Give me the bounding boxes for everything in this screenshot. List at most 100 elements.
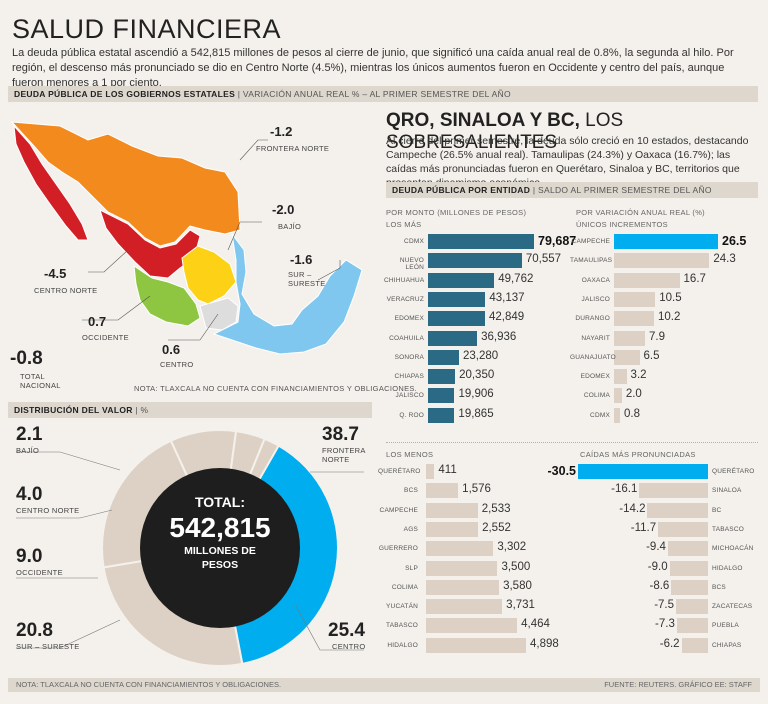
bar-1-durango [614, 311, 655, 327]
bar-value-2-yucat-n: 3,731 [506, 599, 535, 612]
entity-section-subtitle: SALDO AL PRIMER SEMESTRE DEL AÑO [538, 185, 712, 195]
bar-label-1-tamaulipas: TAMAULIPAS [570, 257, 613, 265]
bar-value-1-colima: 2.0 [625, 388, 642, 401]
bar-value-0-chihuahua: 49,762 [498, 272, 534, 285]
bar-value-2-guerrero: 3,302 [497, 541, 527, 554]
intro-text: La deuda pública estatal ascendió a 542,… [12, 47, 734, 89]
map-region-label-bajio: BAJÍO [278, 222, 302, 231]
bar-label-3-tabasco: TABASCO [712, 525, 744, 533]
bar-1-edomex [614, 369, 627, 385]
bar-value-0-chiapas: 20,350 [459, 369, 495, 382]
bar-1-colima [614, 388, 622, 404]
footer-source: FUENTE: REUTERS. GRÁFICO EE: STAFF [604, 680, 752, 689]
bar-value-3-michoac-n: -9.4 [646, 541, 666, 554]
map-section-header: DEUDA PÚBLICA DE LOS GOBIERNOS ESTATALES… [8, 86, 758, 102]
donut-region-centro: CENTRO [332, 642, 366, 651]
bar-label-1-campeche: CAMPECHE [571, 238, 610, 245]
bar-label-3-puebla: PUEBLA [712, 622, 739, 630]
bar-0-veracruz [428, 291, 486, 307]
page-title: SALUD FINANCIERA [12, 14, 282, 44]
bar-value-2-colima: 3,580 [503, 579, 532, 592]
bar-3-bc [647, 502, 708, 518]
bar-2-guerrero [426, 541, 494, 557]
bar-value-3-tabasco: -11.7 [630, 521, 657, 534]
bar-label-1-colima: COLIMA [583, 392, 610, 400]
bar-label-3-zacatecas: ZACATECAS [712, 603, 753, 611]
donut-center-unit: MILLONES DE PESOS [184, 545, 256, 571]
entity-section-title: DEUDA PÚBLICA POR ENTIDAD [392, 185, 531, 195]
donut-value-centro-norte: 4.0 [16, 484, 43, 505]
map-region-centro [199, 297, 239, 331]
bar-0-chiapas [428, 369, 456, 385]
bar-label-0-chihuahua: CHIHUAHUA [384, 276, 425, 284]
bar-label-2-yucat-n: YUCATÁN [386, 603, 418, 611]
bar-label-1-edomex: EDOMEX [580, 373, 610, 381]
bar-label-1-cdmx: CDMX [590, 411, 610, 419]
bar-1-cdmx [614, 407, 620, 423]
bar-label-3-quer-taro: QUERÉTARO [712, 468, 755, 475]
map-region-label-centro-norte: CENTRO NORTE [34, 286, 98, 295]
bar-value-0-veracruz: 43,137 [489, 291, 525, 304]
bar-0-cdmx [428, 234, 534, 249]
bar-value-1-jalisco: 10.5 [659, 291, 682, 304]
bar-label-2-bcs: BCS [404, 487, 418, 495]
donut-unit: % [140, 405, 149, 415]
footer: NOTA: TLAXCALA NO CUENTA CON FINANCIAMIE… [8, 678, 760, 692]
bar-value-3-bcs: -8.6 [649, 579, 670, 592]
bar-value-2-campeche: 2,533 [481, 502, 511, 515]
bar-value-2-slp: 3,500 [501, 560, 531, 573]
col-head-left-bottom: LOS MENOS [386, 450, 434, 459]
bar-value-3-hidalgo: -9.0 [647, 560, 668, 573]
bar-3-puebla [676, 618, 708, 634]
bar-value-1-campeche: 26.5 [722, 234, 747, 248]
bar-label-2-tabasco: TABASCO [386, 622, 418, 630]
bar-value-0-edomex: 42,849 [488, 311, 525, 324]
bar-label-2-slp: SLP [405, 564, 418, 572]
donut-center [140, 468, 300, 628]
col-head-right: POR VARIACIÓN ANUAL REAL (%) [576, 208, 705, 217]
bar-0-jalisco [428, 388, 455, 404]
donut-center-label: TOTAL: [194, 494, 246, 510]
bar-label-2-ags: AGS [403, 525, 418, 533]
map-region-sur-sureste [212, 233, 363, 355]
donut-leaders [16, 451, 364, 651]
bar-1-nayarit [614, 330, 645, 346]
headline-bold: QRO, SINALOA Y BC, [386, 110, 580, 131]
map-region-baja [13, 124, 89, 241]
bar-value-3-bc: -14.2 [619, 502, 646, 515]
bar-3-chiapas [681, 637, 708, 653]
bar-3-michoac-n [667, 541, 708, 557]
bar-label-0-chiapas: CHIAPAS [394, 373, 424, 381]
map-value-centro-norte: -4.5 [44, 266, 67, 281]
map-value-bajio: -2.0 [272, 202, 295, 217]
bar-value-2-ags: 2,552 [482, 521, 511, 534]
map-region-label-total: TOTAL NACIONAL [20, 372, 61, 390]
donut-value-bajio: 2.1 [16, 424, 43, 445]
map-region-label-sur-sureste: SUR – SURESTE [288, 270, 326, 288]
entity-section-header: DEUDA PÚBLICA POR ENTIDAD | SALDO AL PRI… [386, 182, 758, 198]
bar-3-zacatecas [676, 599, 708, 615]
donut-region-sur-sureste: SUR – SURESTE [16, 642, 80, 651]
bar-1-campeche [614, 234, 718, 249]
bar-2-colima [426, 579, 500, 595]
bar-3-sinaloa [639, 483, 708, 499]
bar-value-0-sonora: 23,280 [462, 349, 499, 362]
map-value-centro: 0.6 [162, 342, 181, 357]
bar-label-2-guerrero: GUERRERO [378, 545, 418, 553]
bar-label-0-nuevo-le-n: NUEVO LEÓN [399, 257, 424, 272]
bar-3-hidalgo [669, 560, 708, 576]
bar-value-2-hidalgo: 4,898 [530, 637, 559, 650]
bar-label-0-q-roo: Q. ROO [399, 411, 424, 419]
bar-value-3-chiapas: -6.2 [659, 637, 680, 650]
donut-section-title: DISTRIBUCIÓN DEL VALOR [14, 405, 133, 415]
bar-value-1-tamaulipas: 24.3 [713, 253, 736, 266]
bar-1-oaxaca [614, 272, 680, 288]
bar-1-guanajuato [614, 349, 640, 365]
bar-label-3-sinaloa: SINALOA [712, 487, 742, 495]
bar-0-q-roo [428, 407, 455, 423]
map-value-occidente: 0.7 [88, 314, 107, 329]
donut-section-header: DISTRIBUCIÓN DEL VALOR | % [8, 402, 372, 418]
bar-2-ags [426, 521, 479, 537]
bar-value-0-nuevo-le-n: 70,557 [525, 253, 562, 266]
bar-value-2-bcs: 1,576 [462, 483, 491, 496]
